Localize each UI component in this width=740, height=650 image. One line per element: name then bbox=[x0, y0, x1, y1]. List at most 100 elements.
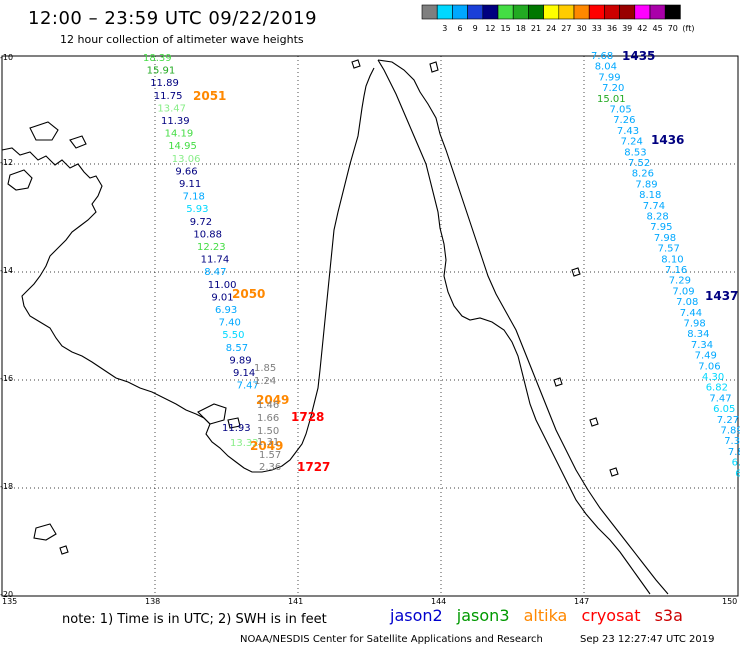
wave-height-value: 8.34 bbox=[687, 329, 709, 340]
wave-height-value: 9.72 bbox=[190, 217, 212, 228]
map-subtitle: 12 hour collection of altimeter wave hei… bbox=[60, 33, 304, 46]
wave-height-value: 7.18 bbox=[183, 192, 205, 203]
lon-label: 144 bbox=[431, 597, 446, 605]
scale-swatch bbox=[664, 4, 681, 20]
wave-height-value: 7.40 bbox=[219, 318, 241, 329]
wave-height-value: 8.28 bbox=[647, 212, 669, 223]
wave-height-value: 9.89 bbox=[229, 355, 251, 366]
wave-height-value: 15.01 bbox=[597, 94, 626, 105]
wave-height-value: 13.06 bbox=[172, 154, 201, 165]
wave-height-value: 13.32 bbox=[230, 438, 259, 449]
wave-height-value: 11.89 bbox=[150, 78, 179, 89]
wave-height-value: 7.06 bbox=[698, 361, 720, 372]
pass-number: 2049 bbox=[250, 439, 283, 453]
wave-height-value: 1.66 bbox=[257, 413, 279, 424]
wave-height-value: 12.23 bbox=[197, 242, 226, 253]
wave-height-value: 7.08 bbox=[676, 297, 698, 308]
wave-height-value: 1.50 bbox=[257, 426, 279, 437]
wave-height-value: 14.19 bbox=[165, 129, 194, 140]
wave-height-value: 7.47 bbox=[709, 393, 731, 404]
scale-tick-label: 15 bbox=[501, 24, 511, 33]
scale-tick-label: 21 bbox=[531, 24, 541, 33]
scale-tick-label: 3 bbox=[442, 24, 447, 33]
pass-number: 2049 bbox=[256, 393, 289, 407]
lat-label: -14 bbox=[0, 266, 13, 275]
satellite-jason3: jason3 bbox=[456, 606, 510, 625]
wave-height-value: 5.93 bbox=[186, 204, 208, 215]
plot-frame bbox=[1, 55, 739, 597]
scale-tick-label: 39 bbox=[622, 24, 632, 33]
lon-label: 147 bbox=[574, 597, 589, 605]
wave-height-value: 7.52 bbox=[628, 158, 650, 169]
scale-tick-label: 45 bbox=[653, 24, 663, 33]
wave-height-value: 7.09 bbox=[672, 286, 694, 297]
scale-tick-label: 33 bbox=[592, 24, 602, 33]
wave-height-value: 11.00 bbox=[208, 280, 237, 291]
color-scale-legend: 3 6 9 12 15 18 21 24 27 30 33 36 39 42 45 70 (ft) bbox=[421, 4, 694, 33]
wave-height-value: 8.53 bbox=[624, 147, 646, 158]
lat-label: -12 bbox=[0, 158, 13, 167]
wave-height-value: 7.57 bbox=[658, 244, 680, 255]
wave-height-value: 6.05 bbox=[713, 404, 735, 415]
wave-height-value: 11.93 bbox=[222, 423, 251, 434]
wave-height-value: 7.47 bbox=[237, 381, 259, 392]
pass-number: 1728 bbox=[291, 410, 324, 424]
wave-height-value: 2.36 bbox=[259, 462, 281, 473]
wave-height-value: 6.82 bbox=[706, 383, 728, 394]
lon-label: 141 bbox=[288, 597, 303, 605]
wave-height-value: 1.46 bbox=[257, 400, 279, 411]
wave-height-value: 1.85 bbox=[254, 363, 276, 374]
wave-height-value: 6.93 bbox=[215, 305, 237, 316]
scale-tick-label: 36 bbox=[607, 24, 617, 33]
scale-tick-label: 42 bbox=[637, 24, 647, 33]
graticule bbox=[2, 56, 738, 596]
wave-height-value: 7.98 bbox=[684, 319, 706, 330]
wave-height-value: 7.99 bbox=[598, 72, 620, 83]
coastline bbox=[1, 59, 669, 595]
wave-height-value: 10.88 bbox=[193, 229, 222, 240]
east-pass-labels: 1435 1436 1437 bbox=[622, 49, 738, 303]
footer-note: note: 1) Time is in UTC; 2) SWH is in fe… bbox=[62, 612, 327, 627]
scale-tick-label: 9 bbox=[473, 24, 478, 33]
wave-height-value: 7.24 bbox=[621, 137, 643, 148]
wave-height-value: 7.68 bbox=[591, 51, 613, 62]
pass-number: 1436 bbox=[651, 133, 684, 147]
scale-tick-label: 6 bbox=[457, 24, 462, 33]
wave-height-value: 15.91 bbox=[147, 66, 176, 77]
wave-height-value: 9.01 bbox=[211, 292, 233, 303]
gulf-pass-labels: 1728 1727 bbox=[291, 410, 330, 474]
satellite-legend: jason2 jason3 altika cryosat s3a bbox=[390, 606, 692, 625]
wave-height-value: 4.30 bbox=[702, 372, 724, 383]
pass-number: 1437 bbox=[705, 289, 738, 303]
satellite-s3a: s3a bbox=[654, 606, 683, 625]
pass-number: 2051 bbox=[193, 89, 226, 103]
wave-height-value: 9.66 bbox=[175, 166, 197, 177]
wave-height-value: 7.98 bbox=[654, 233, 676, 244]
scale-tick-label: 27 bbox=[561, 24, 571, 33]
scale-tick-label: 24 bbox=[546, 24, 556, 33]
wave-height-value: 7.49 bbox=[695, 351, 717, 362]
wave-height-value: 7.34 bbox=[691, 340, 713, 351]
credit-line: NOAA/NESDIS Center for Satellite Applica… bbox=[240, 634, 543, 645]
wave-height-value: 11.39 bbox=[161, 116, 190, 127]
wave-height-value: 7.8 bbox=[728, 447, 740, 458]
west-pass-labels: 2051 2050 2049 2049 bbox=[193, 89, 289, 453]
scale-tick-label: 12 bbox=[485, 24, 495, 33]
wave-height-value: 11.75 bbox=[154, 91, 183, 102]
lat-label: -16 bbox=[0, 374, 13, 383]
wave-height-value: 9.11 bbox=[179, 179, 201, 190]
wave-height-value: 6 bbox=[735, 468, 740, 479]
lon-axis-labels: 135 138 141 144 147 150 bbox=[2, 597, 737, 605]
map-title: 12:00 – 23:59 UTC 09/22/2019 bbox=[28, 8, 318, 29]
pass-number: 1727 bbox=[297, 460, 330, 474]
satellite-jason2: jason2 bbox=[390, 606, 443, 625]
wave-height-value: 14.95 bbox=[168, 141, 197, 152]
wave-height-value: 8.18 bbox=[639, 190, 661, 201]
wave-height-value: 8.57 bbox=[226, 343, 248, 354]
scale-unit: (ft) bbox=[682, 24, 694, 33]
scale-tick-label: 30 bbox=[577, 24, 587, 33]
wave-height-value: 7.89 bbox=[721, 426, 740, 437]
wave-height-value: 18.39 bbox=[143, 53, 172, 64]
wave-height-value: 8.04 bbox=[595, 62, 617, 73]
pass-number: 2050 bbox=[232, 287, 265, 301]
